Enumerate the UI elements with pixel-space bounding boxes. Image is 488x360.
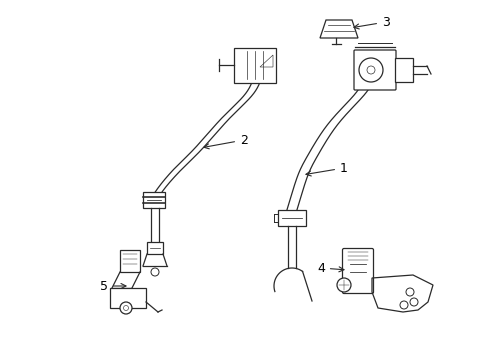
Circle shape (120, 302, 132, 314)
Text: 1: 1 (305, 162, 347, 176)
Circle shape (151, 268, 159, 276)
Text: 3: 3 (353, 15, 389, 29)
Circle shape (405, 288, 413, 296)
Bar (147, 242, 163, 254)
Circle shape (358, 58, 382, 82)
Text: 2: 2 (203, 134, 247, 149)
Bar (278, 210, 305, 226)
FancyBboxPatch shape (342, 248, 373, 293)
Circle shape (366, 66, 374, 74)
Bar (142, 192, 164, 208)
Bar (120, 250, 140, 272)
Circle shape (399, 301, 407, 309)
Circle shape (336, 278, 350, 292)
Circle shape (123, 306, 128, 310)
FancyBboxPatch shape (353, 50, 395, 90)
Bar (394, 58, 412, 82)
Bar (110, 288, 146, 308)
Text: 4: 4 (316, 261, 343, 274)
Bar (234, 48, 275, 83)
Circle shape (409, 298, 417, 306)
Text: 5: 5 (100, 279, 126, 292)
